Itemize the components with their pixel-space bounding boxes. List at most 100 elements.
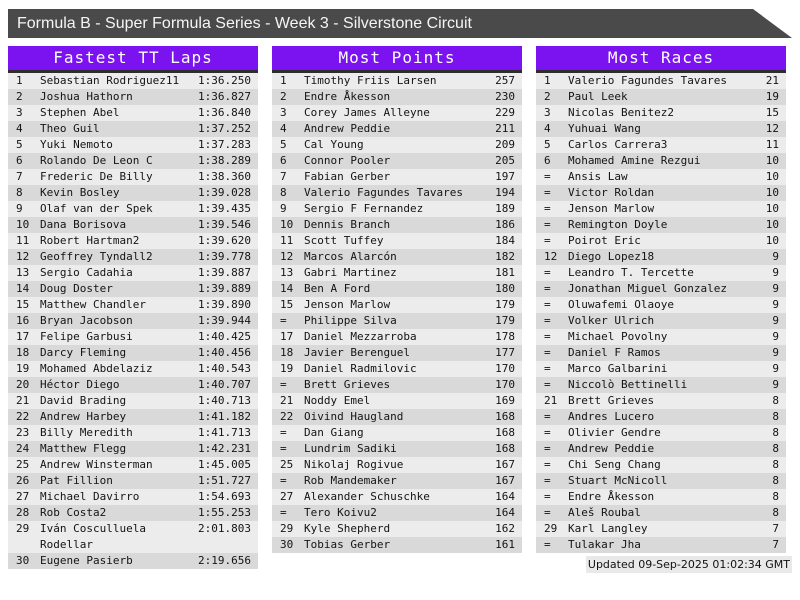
- rank-cell: =: [544, 218, 551, 231]
- table-row: 29 Kyle Shepherd 162: [272, 521, 522, 537]
- last-updated: Updated 09-Sep-2025 01:02:34 GMT: [585, 556, 792, 573]
- rank-cell: 17: [16, 330, 30, 343]
- rank-cell: 12: [16, 250, 30, 263]
- lap-time-cell: 1:40.456: [198, 346, 251, 359]
- points-cell: 180: [495, 282, 515, 295]
- driver-name-cell: Cal Young: [304, 138, 364, 151]
- driver-name-cell: Poirot Eric: [568, 234, 641, 247]
- table-row: = Olivier Gendre 8: [536, 425, 786, 441]
- driver-name-cell: Stephen Abel: [40, 106, 120, 119]
- races-cell: 8: [772, 442, 779, 455]
- driver-name-cell: Endre Åkesson: [568, 490, 655, 503]
- rank-cell: 26: [16, 474, 30, 487]
- rank-cell: 21: [280, 394, 294, 407]
- driver-name-cell: Andrew Winsterman: [40, 458, 153, 471]
- table-row: 12 Diego Lopez18 9: [536, 249, 786, 265]
- driver-name-cell: Alexander Schuschke: [304, 490, 430, 503]
- table-row: 19 Daniel Radmilovic 170: [272, 361, 522, 377]
- rank-cell: 5: [280, 138, 287, 151]
- table-row: 26 Pat Fillion 1:51.727: [8, 473, 258, 489]
- driver-name-cell: Doug Doster: [40, 282, 113, 295]
- points-cell: 167: [495, 458, 515, 471]
- races-cell: 7: [772, 522, 779, 535]
- points-cell: 168: [495, 426, 515, 439]
- lap-time-cell: 1:42.231: [198, 442, 251, 455]
- driver-name-cell: Jenson Marlow: [304, 298, 391, 311]
- driver-name-cell: Olivier Gendre: [568, 426, 661, 439]
- driver-name-cell: Endre Åkesson: [304, 90, 391, 103]
- table-row: = Andrew Peddie 8: [536, 441, 786, 457]
- table-row: 9 Sergio F Fernandez 189: [272, 201, 522, 217]
- rank-cell: 14: [16, 282, 30, 295]
- lap-time-cell: 1:41.713: [198, 426, 251, 439]
- rank-cell: 4: [544, 122, 551, 135]
- table-row: 27 Alexander Schuschke 164: [272, 489, 522, 505]
- table-row: 10 Dana Borisova 1:39.546: [8, 217, 258, 233]
- driver-name-cell: Paul Leek: [568, 90, 628, 103]
- rank-cell: 7: [16, 170, 23, 183]
- races-cell: 21: [765, 74, 779, 87]
- rank-cell: 22: [280, 410, 294, 423]
- rank-cell: 21: [544, 394, 558, 407]
- points-cell: 229: [495, 106, 515, 119]
- points-cell: 168: [495, 442, 515, 455]
- table-row: = Stuart McNicoll 8: [536, 473, 786, 489]
- points-cell: 211: [495, 122, 515, 135]
- table-row: 30 Eugene Pasierb 2:19.656: [8, 553, 258, 569]
- races-cell: 10: [765, 218, 779, 231]
- races-cell: 8: [772, 458, 779, 471]
- table-row: 27 Michael Davirro 1:54.693: [8, 489, 258, 505]
- driver-name-cell: Noddy Emel: [304, 394, 371, 407]
- driver-name-cell: Kevin Bosley: [40, 186, 120, 199]
- driver-name-cell: Gabri Martinez: [304, 266, 397, 279]
- driver-name-cell: Robert Hartman2: [40, 234, 140, 247]
- driver-name-cell: Eugene Pasierb: [40, 554, 133, 567]
- lap-time-cell: 2:01.803: [198, 522, 251, 535]
- table-row: 24 Matthew Flegg 1:42.231: [8, 441, 258, 457]
- driver-name-cell: Billy Meredith: [40, 426, 133, 439]
- rank-cell: 16: [16, 314, 30, 327]
- rank-cell: =: [544, 346, 551, 359]
- table-row: 5 Yuki Nemoto 1:37.283: [8, 137, 258, 153]
- table-most-points: Most Points 1 Timothy Friis Larsen 257 2…: [272, 46, 522, 553]
- lap-time-cell: 1:40.425: [198, 330, 251, 343]
- points-cell: 179: [495, 314, 515, 327]
- races-cell: 12: [765, 122, 779, 135]
- table-row: 14 Doug Doster 1:39.889: [8, 281, 258, 297]
- driver-name-cell: Dana Borisova: [40, 218, 127, 231]
- rank-cell: =: [544, 362, 551, 375]
- points-cell: 169: [495, 394, 515, 407]
- rank-cell: 30: [280, 538, 294, 551]
- points-cell: 170: [495, 362, 515, 375]
- races-cell: 8: [772, 410, 779, 423]
- table-row: 17 Felipe Garbusi 1:40.425: [8, 329, 258, 345]
- races-cell: 9: [772, 330, 779, 343]
- lap-time-cell: 1:40.713: [198, 394, 251, 407]
- table-row: = Leandro T. Tercette 9: [536, 265, 786, 281]
- rank-cell: 14: [280, 282, 294, 295]
- table-row: 15 Jenson Marlow 179: [272, 297, 522, 313]
- table-row: 11 Scott Tuffey 184: [272, 233, 522, 249]
- races-cell: 8: [772, 474, 779, 487]
- points-cell: 205: [495, 154, 515, 167]
- races-cell: 9: [772, 298, 779, 311]
- table-row: = Andres Lucero 8: [536, 409, 786, 425]
- rank-cell: 18: [16, 346, 30, 359]
- races-cell: 9: [772, 314, 779, 327]
- rank-cell: 8: [16, 186, 23, 199]
- driver-name-cell: Theo Guil: [40, 122, 100, 135]
- lap-time-cell: 1:37.252: [198, 122, 251, 135]
- table-row: 20 Héctor Diego 1:40.707: [8, 377, 258, 393]
- rank-cell: 5: [16, 138, 23, 151]
- rank-cell: =: [280, 426, 287, 439]
- rank-cell: 11: [16, 234, 30, 247]
- table-row: 4 Yuhuai Wang 12: [536, 121, 786, 137]
- lap-time-cell: 1:55.253: [198, 506, 251, 519]
- lap-time-cell: 1:39.778: [198, 250, 251, 263]
- points-cell: 197: [495, 170, 515, 183]
- table-most-races: Most Races 1 Valerio Fagundes Tavares 21…: [536, 46, 786, 553]
- table-row: 18 Javier Berenguel 177: [272, 345, 522, 361]
- races-cell: 10: [765, 154, 779, 167]
- driver-name-cell: Lundrim Sadiki: [304, 442, 397, 455]
- races-cell: 9: [772, 362, 779, 375]
